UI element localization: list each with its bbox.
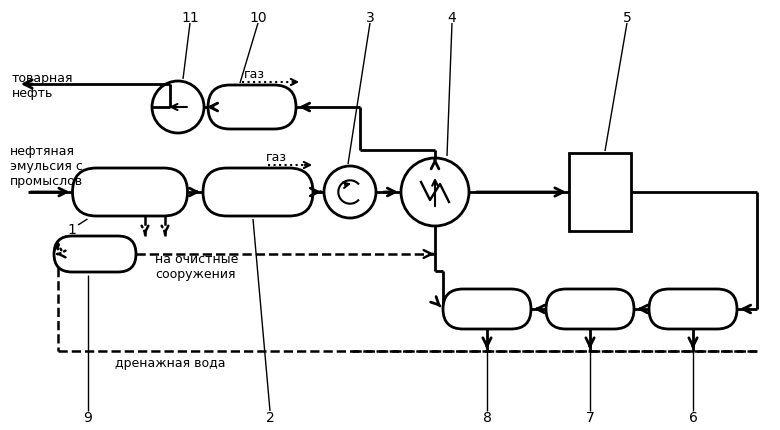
FancyBboxPatch shape <box>443 289 531 329</box>
Text: 11: 11 <box>181 11 199 25</box>
Text: 2: 2 <box>266 410 275 424</box>
Text: нефтяная
эмульсия с
промыслов: нефтяная эмульсия с промыслов <box>10 144 83 187</box>
Text: товарная
нефть: товарная нефть <box>12 72 73 100</box>
FancyBboxPatch shape <box>54 237 136 272</box>
Text: на очистные
сооружения: на очистные сооружения <box>155 252 239 280</box>
Text: 8: 8 <box>483 410 491 424</box>
FancyBboxPatch shape <box>203 169 313 216</box>
Text: 6: 6 <box>689 410 697 424</box>
Text: 9: 9 <box>83 410 93 424</box>
Text: газ: газ <box>266 150 287 164</box>
Text: 7: 7 <box>586 410 594 424</box>
Text: 1: 1 <box>68 222 76 236</box>
Text: 5: 5 <box>622 11 631 25</box>
FancyBboxPatch shape <box>73 169 187 216</box>
Text: 3: 3 <box>366 11 374 25</box>
Text: дренажная вода: дренажная вода <box>115 356 225 369</box>
Text: 4: 4 <box>448 11 456 25</box>
Text: газ: газ <box>244 68 265 81</box>
FancyBboxPatch shape <box>546 289 634 329</box>
FancyBboxPatch shape <box>649 289 737 329</box>
Bar <box>569 154 631 231</box>
Text: 10: 10 <box>249 11 267 25</box>
FancyBboxPatch shape <box>208 86 296 130</box>
